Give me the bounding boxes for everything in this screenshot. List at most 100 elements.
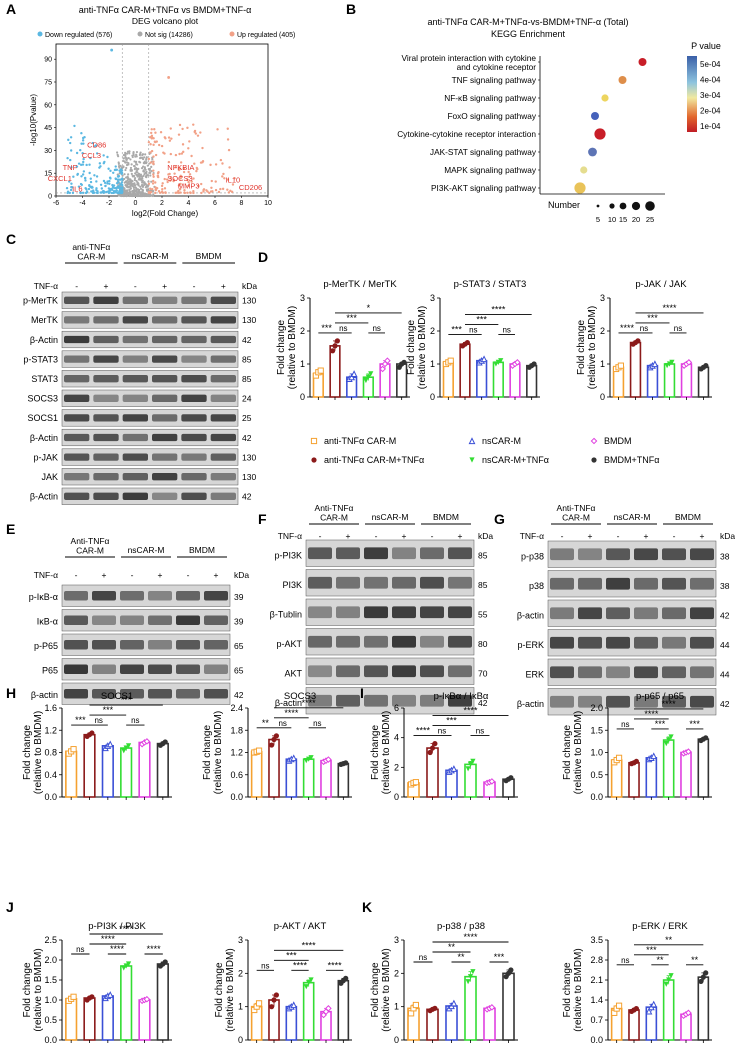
volcano-point-up <box>187 184 190 188</box>
blot-band <box>181 375 207 383</box>
bar-chart-ytick: 3 <box>394 935 399 945</box>
volcano-point-up <box>209 190 213 193</box>
volcano-point-down <box>118 187 122 190</box>
blot-band <box>93 473 119 481</box>
kegg-pathway-label: Cytokine-cytokine receptor interaction <box>397 129 536 139</box>
blot-band <box>122 335 148 344</box>
volcano-point-up <box>167 76 171 79</box>
blot-treatment-sign: + <box>588 531 593 541</box>
volcano-point-up <box>209 163 212 167</box>
data-point <box>498 358 504 364</box>
panel-g-western-blot: Anti-TNFα CAR-M nsCAR-M BMDM TNF-α - + - + - + kDa p… <box>517 503 735 716</box>
data-point <box>465 979 471 985</box>
blot-kda-header: kDa <box>720 531 735 541</box>
bar <box>526 364 538 398</box>
volcano-point-up <box>199 161 203 164</box>
kegg-pathway-label: MAPK signaling pathway <box>444 165 537 175</box>
significance-label: *** <box>103 705 114 715</box>
blot-kda-value: 55 <box>478 610 488 620</box>
volcano-legend-notsig: Not sig (14286) <box>145 32 193 39</box>
volcano-point-notsig <box>127 163 130 166</box>
volcano-point-notsig <box>134 155 137 158</box>
bar <box>464 975 477 1041</box>
significance-label: ns <box>621 956 629 965</box>
blot-treatment-sign: - <box>431 531 434 541</box>
significance-label: ns <box>438 727 446 736</box>
panel-b-kegg: anti-TNFα CAR-M+TNFα-vs-BMDM+TNF-α (Tota… <box>397 17 721 224</box>
volcano-point-down <box>116 191 120 194</box>
volcano-point-down <box>99 191 103 194</box>
volcano-point-notsig <box>139 151 142 154</box>
volcano-point-up <box>150 131 153 135</box>
blot-group-label: nsCAR-M <box>614 512 651 522</box>
blot-band <box>176 664 200 674</box>
volcano-point-notsig <box>125 166 128 170</box>
volcano-gene-label: CD86 <box>87 140 106 149</box>
data-point <box>698 978 704 985</box>
volcano-xtick: 4 <box>187 200 191 207</box>
volcano-point-up <box>187 170 190 174</box>
volcano-point-down <box>100 187 104 190</box>
volcano-gene-label: CCL3 <box>82 151 101 160</box>
bar-chart-ylabel: (relative to BMDM) <box>225 948 236 1031</box>
significance-label: **** <box>491 305 506 315</box>
volcano-point-notsig <box>124 161 127 164</box>
volcano-point-up <box>157 143 161 147</box>
volcano-point-down <box>90 190 93 193</box>
blot-kda-value: 42 <box>720 699 730 709</box>
volcano-point-up <box>149 187 152 190</box>
volcano-point-up <box>180 152 184 155</box>
data-point <box>703 735 709 741</box>
bar-chart-p-stat3: p-STAT3 / STAT3 0 1 2 3 Fold change (relative … <box>406 279 540 402</box>
data-point <box>348 373 356 381</box>
blot-band <box>690 607 714 620</box>
blot-band <box>152 473 178 481</box>
volcano-point-notsig <box>131 185 135 188</box>
bar-chart-title: p-p38 / p38 <box>437 921 485 932</box>
volcano-point-down <box>120 191 124 195</box>
volcano-point-up <box>154 131 157 134</box>
volcano-point-up <box>226 127 229 130</box>
blot-treatment-sign: - <box>673 531 676 541</box>
volcano-point-up <box>181 127 184 131</box>
blot-kda-value: 38 <box>720 581 730 591</box>
bar-chart-ylabel: Fold change <box>370 962 381 1017</box>
blot-strip <box>61 409 239 427</box>
volcano-point-down <box>81 151 84 155</box>
data-point <box>273 992 279 998</box>
blot-band <box>93 433 119 442</box>
blot-treatment-sign: + <box>402 531 407 541</box>
data-point <box>703 363 709 369</box>
blot-kda-value: 85 <box>478 551 488 561</box>
kegg-pvalue-tick: 2e-04 <box>700 107 721 116</box>
blot-band <box>210 375 236 383</box>
blot-band <box>336 547 360 560</box>
volcano-point-down <box>105 190 108 194</box>
bar <box>156 963 169 1041</box>
bar-chart-ytick: 4 <box>394 733 399 743</box>
bar <box>502 972 515 1041</box>
volcano-point-up <box>179 161 183 164</box>
volcano-point-up <box>153 140 157 143</box>
data-point <box>121 748 127 754</box>
blot-band <box>64 615 88 625</box>
bar-chart-ylabel: Fold change <box>370 725 381 780</box>
volcano-point-up <box>200 191 203 195</box>
panel-b-letter: B <box>346 1 356 17</box>
volcano-point-up <box>163 177 166 181</box>
bar-chart-ytick: 2 <box>394 968 399 978</box>
blot-band <box>120 689 144 699</box>
volcano-point-up <box>182 170 186 174</box>
volcano-point-up <box>200 182 203 186</box>
volcano-point-notsig <box>130 172 133 176</box>
significance-label: **** <box>662 303 677 313</box>
data-point <box>379 365 386 373</box>
legend-label: nsCAR-M+TNFα <box>482 455 549 465</box>
blot-strip <box>305 569 475 597</box>
significance-label: * <box>367 303 371 313</box>
significance-label: *** <box>286 950 297 960</box>
bar-chart-p-ikba: p-IκBα / IκBα 0 2 4 6 Fold change (relative to… <box>370 691 518 802</box>
volcano-point-down <box>109 177 112 180</box>
significance-label: *** <box>346 313 357 323</box>
volcano-point-down <box>95 175 99 178</box>
